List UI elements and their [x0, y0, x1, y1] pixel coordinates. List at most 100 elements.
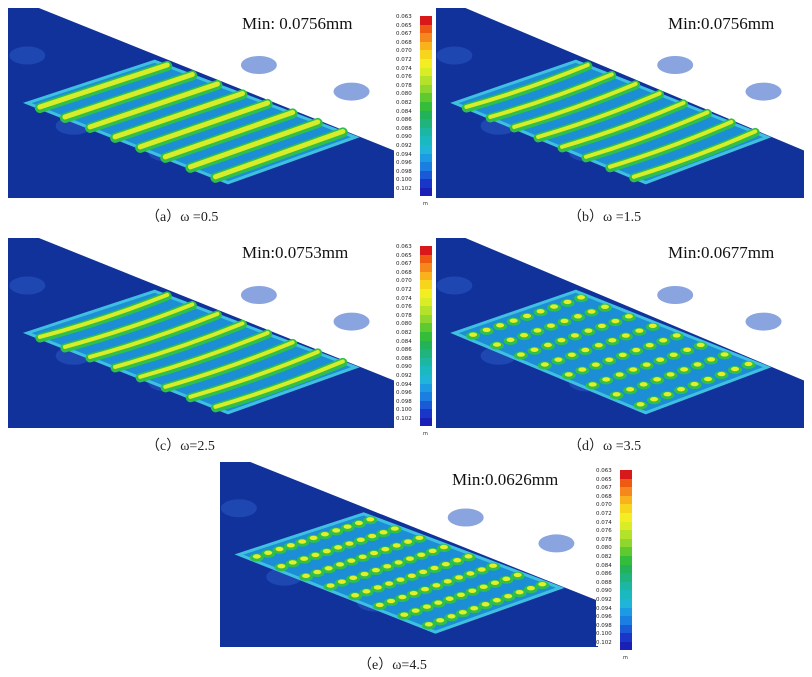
legend-color-bar — [620, 470, 632, 651]
legend-tick-label: 0.067 — [396, 31, 412, 38]
contour-stripe-core — [62, 302, 195, 349]
legend-tick-label: 0.078 — [396, 312, 412, 319]
legend-swatch — [620, 521, 632, 531]
contour-spot-core — [557, 338, 566, 343]
legend-swatch — [620, 624, 632, 634]
contour-spot-core — [578, 367, 587, 372]
contour-spot-core — [567, 352, 576, 358]
contour-spot-core — [313, 569, 322, 575]
contour-spot-core — [347, 558, 356, 563]
contour-spot-core — [432, 583, 441, 588]
legend-tick-label: 0.074 — [396, 65, 412, 72]
contour-spot-core — [379, 530, 388, 535]
legend-swatch — [620, 590, 632, 599]
contour-spot-core — [286, 543, 295, 548]
contour-stripe-core — [112, 90, 245, 140]
contour-spot-core — [621, 333, 630, 338]
contour-spot-core — [530, 347, 539, 352]
legend-swatch — [420, 76, 432, 85]
contour-spot-core — [624, 314, 633, 319]
contour-spot-core — [639, 382, 648, 387]
legend-tick-label: 0.080 — [396, 91, 412, 98]
contour-spot-core — [618, 352, 627, 358]
contour-spot-core — [351, 593, 360, 598]
legend-tick-label: 0.080 — [396, 321, 412, 328]
legend-tick-label: 0.068 — [396, 269, 412, 276]
contour-stripe-core — [187, 119, 321, 170]
contour-spot-core — [337, 579, 346, 584]
contour-stripe-core — [137, 100, 271, 150]
legend-color-bar — [420, 16, 432, 197]
contour-spot-core — [570, 333, 579, 338]
panel-a — [8, 8, 394, 198]
legend-swatch — [620, 607, 632, 617]
contour-stripe-core — [188, 349, 320, 399]
contour-spot-core — [275, 546, 284, 552]
contour-spot-core — [554, 357, 563, 362]
contour-spot-core — [277, 563, 286, 569]
contour-spot-core — [680, 367, 689, 372]
contour-stripe-core — [138, 330, 270, 379]
contour-spot-core — [587, 309, 596, 314]
legend-tick-label: 0.063 — [596, 468, 612, 474]
contour-spot-core — [300, 556, 309, 561]
legend-tick-label: 0.074 — [596, 519, 612, 526]
contour-spot-core — [481, 602, 490, 607]
contour-plot — [436, 8, 804, 198]
contour-spot-core — [645, 342, 654, 348]
contour-spot-core — [669, 352, 678, 357]
contour-spot-core — [536, 309, 545, 314]
contour-plot — [436, 238, 804, 428]
legend-swatch — [420, 383, 432, 393]
legend-swatch — [420, 110, 432, 120]
contour-stripe-core — [37, 62, 170, 110]
contour-stripe-core — [62, 71, 195, 120]
contour-spot-core — [626, 387, 635, 392]
contour-stripe-core — [464, 62, 590, 109]
legend-swatch — [420, 67, 432, 77]
legend-swatch — [420, 187, 432, 197]
contour-blotch — [9, 276, 46, 295]
legend-swatch — [420, 306, 432, 315]
contour-spot-core — [677, 386, 686, 392]
legend-swatch — [420, 101, 432, 111]
legend-swatch — [620, 598, 632, 608]
contour-blotch — [220, 499, 257, 518]
contour-spot-core — [411, 608, 420, 613]
contour-spot-core — [720, 352, 729, 357]
legend-tick-label: 0.092 — [396, 373, 412, 379]
contour-spot-core — [264, 550, 273, 555]
legend-tick-label: 0.068 — [396, 39, 412, 46]
contour-stripe-core — [87, 81, 220, 130]
legend-swatch — [420, 41, 432, 51]
contour-spot-core — [493, 342, 502, 347]
contour-spot-core — [336, 562, 345, 567]
legend-tick-label: 0.086 — [396, 347, 412, 354]
legend-swatch — [420, 400, 432, 410]
legend-swatch — [420, 409, 432, 418]
contour-blotch — [333, 82, 370, 101]
legend-tick-label: 0.084 — [596, 562, 612, 569]
legend-tick-label: 0.092 — [396, 143, 412, 149]
legend-swatch — [420, 374, 432, 384]
contour-spot-core — [343, 524, 352, 529]
contour-blotch — [240, 56, 277, 74]
legend-swatch — [620, 504, 632, 513]
contour-spot-core — [608, 338, 617, 343]
contour-spot-core — [663, 392, 672, 397]
legend-swatch — [420, 246, 432, 255]
contour-spot-core — [632, 347, 641, 353]
legend-tick-label: 0.092 — [596, 597, 612, 603]
panel-b — [436, 8, 804, 198]
legend-swatch — [420, 170, 432, 180]
legend-tick-label: 0.070 — [396, 48, 412, 55]
legend-swatch — [420, 323, 432, 332]
legend-swatch — [620, 555, 632, 565]
legend-tick-label: 0.098 — [396, 168, 412, 175]
contour-spot-core — [394, 560, 403, 565]
contour-spot-core — [400, 612, 409, 617]
contour-spot-core — [422, 604, 431, 609]
legend-swatch — [420, 314, 432, 324]
legend-tick-label: 0.082 — [596, 554, 612, 560]
color-legend: 0.063 0.065 0.067 0.068 0.070 0.072 0.074 0.076… — [396, 12, 436, 207]
